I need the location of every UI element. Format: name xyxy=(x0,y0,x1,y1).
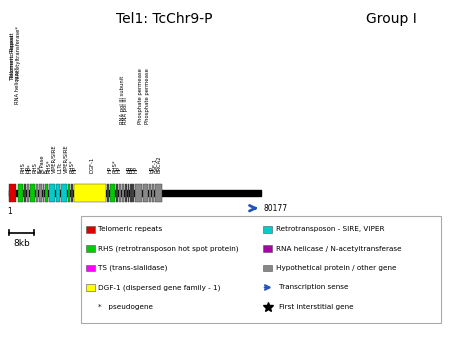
Text: DGF-1 (dispersed gene family - 1): DGF-1 (dispersed gene family - 1) xyxy=(98,284,220,291)
Text: RNA pol III: RNA pol III xyxy=(123,97,128,124)
Text: HP: HP xyxy=(108,166,112,173)
Bar xyxy=(27,185,29,202)
Bar xyxy=(126,185,127,202)
Text: HP: HP xyxy=(130,166,136,173)
Bar xyxy=(56,185,60,202)
Text: 8kb: 8kb xyxy=(13,239,30,248)
Bar xyxy=(130,185,132,202)
Bar xyxy=(152,185,154,202)
Text: RHS*: RHS* xyxy=(46,160,51,173)
Text: Telomeric Repeat: Telomeric Repeat xyxy=(10,34,15,80)
Bar xyxy=(36,185,38,202)
Bar xyxy=(122,185,124,202)
Bar xyxy=(119,185,121,202)
Text: TS (trans-sialidase): TS (trans-sialidase) xyxy=(98,265,167,271)
Bar xyxy=(86,245,94,252)
Text: RHS*: RHS* xyxy=(69,160,74,173)
Bar xyxy=(61,185,67,202)
Bar xyxy=(45,185,48,202)
Bar xyxy=(39,185,41,202)
Text: Transcription sense: Transcription sense xyxy=(279,285,349,290)
Text: IS: IS xyxy=(43,168,48,173)
Bar xyxy=(263,265,272,271)
Text: HP: HP xyxy=(149,166,155,173)
Text: 80177: 80177 xyxy=(263,204,287,213)
Text: BRCA2: BRCA2 xyxy=(157,155,162,173)
Text: RHS: RHS xyxy=(33,162,38,173)
Bar xyxy=(68,185,71,202)
Bar xyxy=(9,190,261,196)
Bar xyxy=(30,185,36,202)
Text: VIPER/SIRE: VIPER/SIRE xyxy=(63,144,68,173)
Text: RHS*: RHS* xyxy=(112,160,117,173)
Text: RNA helicase / N-acetyltransferase: RNA helicase / N-acetyltransferase xyxy=(276,246,401,252)
Bar xyxy=(116,185,118,202)
Bar xyxy=(49,185,55,202)
Bar xyxy=(109,185,115,202)
Bar xyxy=(18,185,23,202)
Bar xyxy=(149,185,151,202)
Text: Phosphate permease: Phosphate permease xyxy=(144,68,149,124)
Bar xyxy=(143,185,148,202)
Text: 1: 1 xyxy=(8,207,12,216)
Bar xyxy=(42,185,44,202)
Bar xyxy=(135,185,142,202)
Bar xyxy=(107,185,108,202)
Text: Telomeric Repeat: Telomeric Repeat xyxy=(10,33,15,78)
Text: *   pseudogene: * pseudogene xyxy=(98,304,153,310)
Text: N-Acetyltransferase*: N-Acetyltransferase* xyxy=(15,25,20,80)
Text: Group I: Group I xyxy=(366,11,417,26)
Bar xyxy=(128,185,130,202)
Text: HP: HP xyxy=(72,166,77,173)
Text: HP: HP xyxy=(126,166,131,173)
Bar xyxy=(86,284,94,291)
Text: DGF-1: DGF-1 xyxy=(89,157,94,173)
Bar xyxy=(86,226,94,233)
Text: HP*: HP* xyxy=(28,164,33,173)
Bar xyxy=(74,185,106,202)
Bar xyxy=(132,185,134,202)
Bar xyxy=(72,185,73,202)
Text: L1Tc: L1Tc xyxy=(58,162,63,173)
Text: VIPER/SIRE: VIPER/SIRE xyxy=(51,144,56,173)
Bar xyxy=(9,185,16,202)
Bar xyxy=(263,226,272,233)
Text: Retrotransposon - SIRE, VIPER: Retrotransposon - SIRE, VIPER xyxy=(276,226,384,233)
Text: HP: HP xyxy=(117,166,122,173)
Text: Hypothetical protein / other gene: Hypothetical protein / other gene xyxy=(276,265,396,271)
Text: RHS: RHS xyxy=(21,162,26,173)
Text: RNA pol III subunit: RNA pol III subunit xyxy=(120,76,125,124)
Text: HP: HP xyxy=(128,166,134,173)
Text: RHS (retrotransposon hot spot protein): RHS (retrotransposon hot spot protein) xyxy=(98,245,239,252)
Text: HP: HP xyxy=(133,166,138,173)
Text: ASF-1: ASF-1 xyxy=(153,158,158,173)
Text: ATPase: ATPase xyxy=(40,154,45,173)
Text: IS*: IS* xyxy=(37,166,42,173)
Bar xyxy=(24,185,26,202)
Text: First interstitial gene: First interstitial gene xyxy=(279,304,354,310)
Text: Telomeric repeats: Telomeric repeats xyxy=(98,226,162,233)
Bar xyxy=(81,216,441,323)
Bar xyxy=(155,185,162,202)
Bar xyxy=(263,245,272,252)
Bar xyxy=(86,265,94,271)
Text: RNA helicase*: RNA helicase* xyxy=(15,67,20,104)
Text: HP: HP xyxy=(25,166,30,173)
Text: Phosphate permease: Phosphate permease xyxy=(138,68,143,124)
Text: Tel1: TcChr9-P: Tel1: TcChr9-P xyxy=(116,11,212,26)
